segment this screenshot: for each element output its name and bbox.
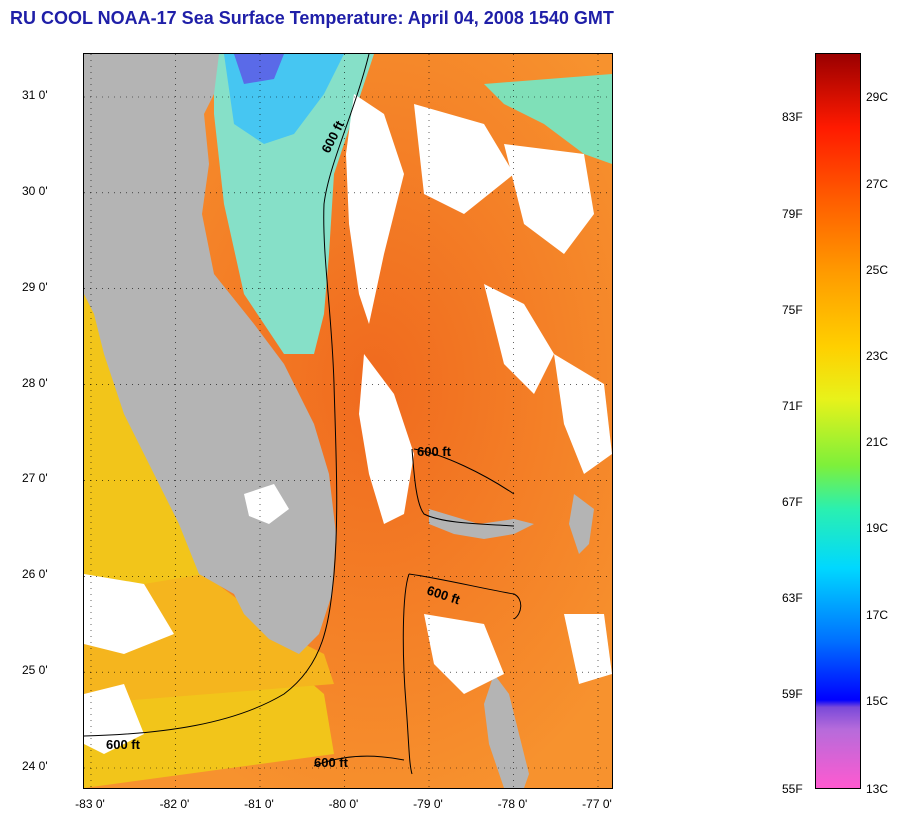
latitude-label: 25 0' — [22, 663, 48, 678]
latitude-label: 28 0' — [22, 375, 48, 390]
colorbar-fahrenheit-label: 59F — [782, 687, 803, 701]
colorbar-celsius-label: 25C — [866, 263, 889, 277]
contour-label-keys: 600 ft — [106, 737, 141, 752]
colorbar-fahrenheit-label: 83F — [782, 110, 803, 124]
latitude-label: 31 0' — [22, 88, 48, 102]
lat-lon-grid — [84, 54, 612, 788]
cloud-cover — [84, 94, 612, 754]
latitude-label: 30 0' — [22, 183, 48, 198]
colorbar-fahrenheit-label: 71F — [782, 399, 803, 413]
colorbar-celsius-label: 23C — [866, 349, 889, 363]
longitude-label: -82 0' — [159, 797, 190, 811]
longitude-label: -81 0' — [244, 797, 274, 811]
colorbar-celsius-label: 15C — [866, 694, 889, 708]
map-title: RU COOL NOAA-17 Sea Surface Temperature:… — [10, 8, 614, 28]
colorbar-celsius-label: 17C — [866, 608, 889, 622]
longitude-label: -80 0' — [328, 797, 359, 811]
contour-label-south: 600 ft — [314, 755, 349, 770]
latitude-label: 27 0' — [22, 471, 48, 486]
colorbar-fahrenheit-label: 67F — [782, 495, 803, 509]
colorbar-celsius-label: 19C — [866, 521, 889, 535]
isobath-600ft — [84, 54, 522, 775]
colorbar-celsius-label: 27C — [866, 177, 889, 191]
longitude-label: -78 0' — [497, 797, 528, 811]
latitude-label: 29 0' — [22, 279, 48, 294]
longitude-label: -79 0' — [413, 797, 443, 811]
colorbar-fahrenheit-label: 55F — [782, 782, 803, 796]
temperature-colorbar — [815, 53, 861, 789]
abaco-land — [569, 494, 594, 554]
colorbar-celsius-label: 29C — [866, 90, 889, 104]
colorbar-celsius-label: 21C — [866, 435, 889, 449]
latitude-label: 24 0' — [22, 759, 48, 773]
contour-label-bahama: 600 ft — [417, 444, 452, 459]
sst-map: 600 ft 600 ft 600 ft 600 ft 600 ft — [83, 53, 613, 789]
colorbar-fahrenheit-label: 79F — [782, 207, 803, 221]
cold-water-core — [234, 54, 284, 84]
longitude-label: -83 0' — [75, 797, 105, 811]
longitude-label: -77 0' — [582, 797, 612, 811]
latitude-label: 26 0' — [22, 567, 48, 582]
andros-land — [484, 674, 529, 788]
northeast-cold-water — [484, 74, 612, 164]
colorbar-fahrenheit-label: 75F — [782, 303, 803, 317]
colorbar-fahrenheit-label: 63F — [782, 591, 803, 605]
colorbar-celsius-label: 13C — [866, 782, 889, 796]
sst-map-canvas: 600 ft 600 ft 600 ft 600 ft 600 ft — [84, 54, 612, 788]
